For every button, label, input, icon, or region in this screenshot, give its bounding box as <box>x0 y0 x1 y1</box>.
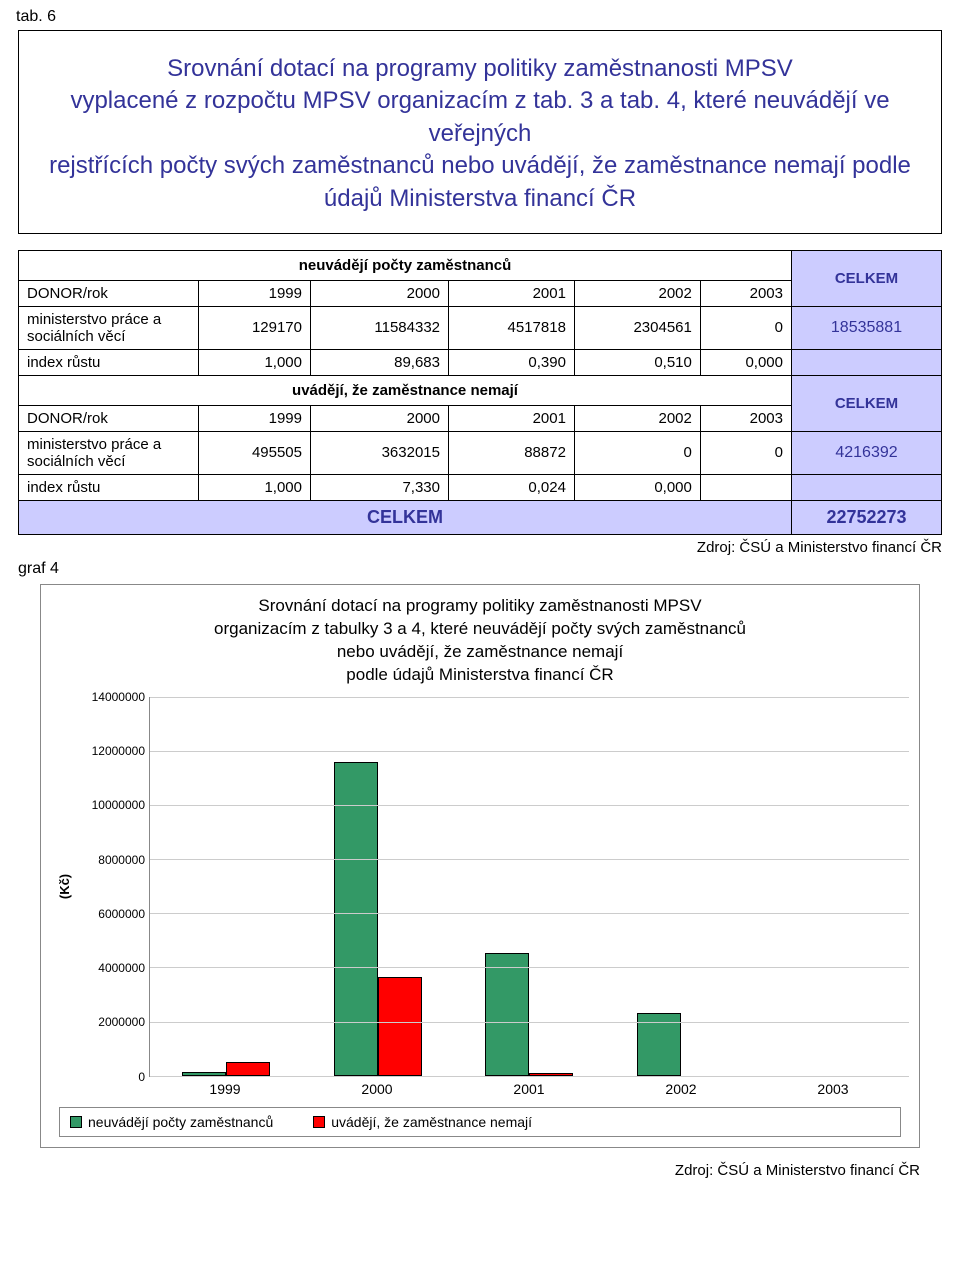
chart-legend: neuvádějí počty zaměstnanců uvádějí, že … <box>59 1107 901 1137</box>
row-label: index růstu <box>19 349 199 375</box>
chart-title: Srovnání dotací na programy politiky zam… <box>51 593 909 697</box>
title-line-1: Srovnání dotací na programy politiky zam… <box>31 53 929 85</box>
cell: 1,000 <box>199 474 311 500</box>
chart-title-line: Srovnání dotací na programy politiky zam… <box>91 595 869 618</box>
cell: 3632015 <box>311 431 449 474</box>
year-cell: 1999 <box>199 405 311 431</box>
year-cell: 2002 <box>574 405 700 431</box>
year-cell: 2003 <box>700 405 791 431</box>
table-row: index růstu 1,000 7,330 0,024 0,000 <box>19 474 942 500</box>
table-row: index růstu 1,000 89,683 0,390 0,510 0,0… <box>19 349 942 375</box>
chart-title-line: organizacím z tabulky 3 a 4, které neuvá… <box>91 618 869 641</box>
cell: 4517818 <box>449 306 575 349</box>
year-cell: 1999 <box>199 280 311 306</box>
empty-cell <box>792 474 942 500</box>
sum-label: CELKEM <box>19 500 792 534</box>
title-line-4: údajů Ministerstva financí ČR <box>31 183 929 215</box>
sum-total: 22752273 <box>792 500 942 534</box>
row-label: ministerstvo práce a sociálních věcí <box>19 306 199 349</box>
year-cell: 2002 <box>574 280 700 306</box>
title-line-2: vyplacené z rozpočtu MPSV organizacím z … <box>31 85 929 150</box>
chart-caption: graf 4 <box>0 558 960 584</box>
cell: 0,024 <box>449 474 575 500</box>
legend-swatch <box>70 1116 82 1128</box>
cell: 129170 <box>199 306 311 349</box>
table-source: Zdroj: ČSÚ a Ministerstvo financí ČR <box>0 535 960 558</box>
cell: 0 <box>700 431 791 474</box>
legend-label: neuvádějí počty zaměstnanců <box>88 1114 273 1130</box>
plot-region <box>149 697 909 1077</box>
chart-plot-area: (Kč) 02000000400000060000008000000100000… <box>51 697 909 1077</box>
cell: 0,000 <box>700 349 791 375</box>
cell: 1,000 <box>199 349 311 375</box>
chart-source: Zdroj: ČSÚ a Ministerstvo financí ČR <box>0 1156 960 1191</box>
cell: 11584332 <box>311 306 449 349</box>
title-box: Srovnání dotací na programy politiky zam… <box>18 30 942 234</box>
row-label: index růstu <box>19 474 199 500</box>
donor-label: DONOR/rok <box>19 405 199 431</box>
y-axis-label: (Kč) <box>58 874 73 899</box>
chart-title-line: podle údajů Ministerstva financí ČR <box>91 664 869 687</box>
legend-swatch <box>313 1116 325 1128</box>
bar-groups <box>150 697 909 1076</box>
table-caption: tab. 6 <box>0 0 960 30</box>
cell: 7,330 <box>311 474 449 500</box>
cell: 0,510 <box>574 349 700 375</box>
total-cell: 4216392 <box>792 431 942 474</box>
cell: 89,683 <box>311 349 449 375</box>
year-cell: 2000 <box>311 405 449 431</box>
cell: 495505 <box>199 431 311 474</box>
table-row: ministerstvo práce a sociálních věcí 129… <box>19 306 942 349</box>
legend-label: uvádějí, že zaměstnance nemají <box>331 1114 532 1130</box>
x-axis: 19992000200120022003 <box>149 1077 909 1097</box>
chart-title-line: nebo uvádějí, že zaměstnance nemají <box>91 641 869 664</box>
title-line-3: rejstřících počty svých zaměstnanců nebo… <box>31 150 929 182</box>
year-cell: 2000 <box>311 280 449 306</box>
cell: 0,390 <box>449 349 575 375</box>
cell: 2304561 <box>574 306 700 349</box>
y-axis-ticks: 0200000040000006000000800000010000000120… <box>79 697 149 1077</box>
empty-cell <box>792 349 942 375</box>
celkem-heading: CELKEM <box>792 250 942 306</box>
title-fragment: vyplacené z rozpočtu MPSV organizacím z … <box>70 87 660 114</box>
empty-cell <box>700 474 791 500</box>
year-cell: 2003 <box>700 280 791 306</box>
title-fragment: rejstřících počty svých zaměstnanců nebo… <box>49 152 911 179</box>
row-label: ministerstvo práce a sociálních věcí <box>19 431 199 474</box>
legend-item: uvádějí, že zaměstnance nemají <box>313 1114 532 1130</box>
cell: 88872 <box>449 431 575 474</box>
y-axis-label-box: (Kč) <box>51 697 79 1077</box>
subhead-label: uvádějí, že zaměstnance nemají <box>19 375 792 405</box>
subhead-label: neuvádějí počty zaměstnanců <box>19 250 792 280</box>
bar-chart: Srovnání dotací na programy politiky zam… <box>40 584 920 1148</box>
cell: 0 <box>700 306 791 349</box>
legend-item: neuvádějí počty zaměstnanců <box>70 1114 273 1130</box>
donor-label: DONOR/rok <box>19 280 199 306</box>
celkem-heading: CELKEM <box>792 375 942 431</box>
total-cell: 18535881 <box>792 306 942 349</box>
cell: 0,000 <box>574 474 700 500</box>
year-cell: 2001 <box>449 405 575 431</box>
year-cell: 2001 <box>449 280 575 306</box>
table-row: ministerstvo práce a sociálních věcí 495… <box>19 431 942 474</box>
table-sum-row: CELKEM 22752273 <box>19 500 942 534</box>
cell: 0 <box>574 431 700 474</box>
data-table: neuvádějí počty zaměstnanců CELKEM DONOR… <box>18 250 942 535</box>
table-subhead-1: neuvádějí počty zaměstnanců CELKEM <box>19 250 942 280</box>
table-subhead-2: uvádějí, že zaměstnance nemají CELKEM <box>19 375 942 405</box>
